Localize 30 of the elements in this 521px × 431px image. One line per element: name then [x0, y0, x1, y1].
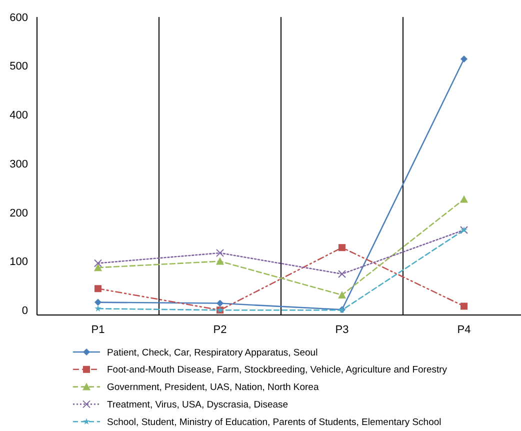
y-tick-label: 0: [22, 304, 28, 317]
point: [338, 244, 346, 252]
point: [460, 56, 468, 63]
point: [94, 298, 102, 306]
legend-label: Foot-and-Mouth Disease, Farm, Stockbreeding, Vehicle, Agriculture and Forestry: [107, 364, 448, 376]
y-tick-label: 300: [10, 158, 28, 170]
x-tick-label: P3: [335, 324, 349, 336]
point: [338, 290, 346, 298]
point: [94, 259, 102, 268]
y-tick-label: 400: [10, 110, 28, 122]
point: [94, 285, 102, 292]
point: [216, 248, 224, 257]
legend-label: Treatment, Virus, USA, Dyscrasia, Disease: [107, 400, 288, 411]
point: [94, 264, 102, 272]
x-tick-label: P2: [213, 324, 227, 336]
point: [460, 302, 468, 310]
y-tick-label: 600: [10, 12, 28, 24]
legend-label: School, Student, Ministry of Education, Parents of Students, Elementary School: [107, 416, 442, 428]
y-tick-label: 100: [10, 256, 28, 268]
legend-label: Government, President, UAS, Nation, North Korea: [107, 382, 320, 394]
x-tick-label: P4: [457, 324, 471, 336]
y-tick-label: 200: [10, 207, 28, 220]
x-tick-label: P1: [91, 324, 105, 336]
point: [338, 270, 346, 278]
point: [216, 300, 224, 307]
point: [94, 305, 102, 312]
legend-label: Patient, Check, Car, Respiratory Apparatus, Seoul: [107, 347, 318, 358]
point: [460, 195, 468, 203]
point: [216, 257, 224, 265]
y-tick-label: 500: [10, 60, 28, 73]
